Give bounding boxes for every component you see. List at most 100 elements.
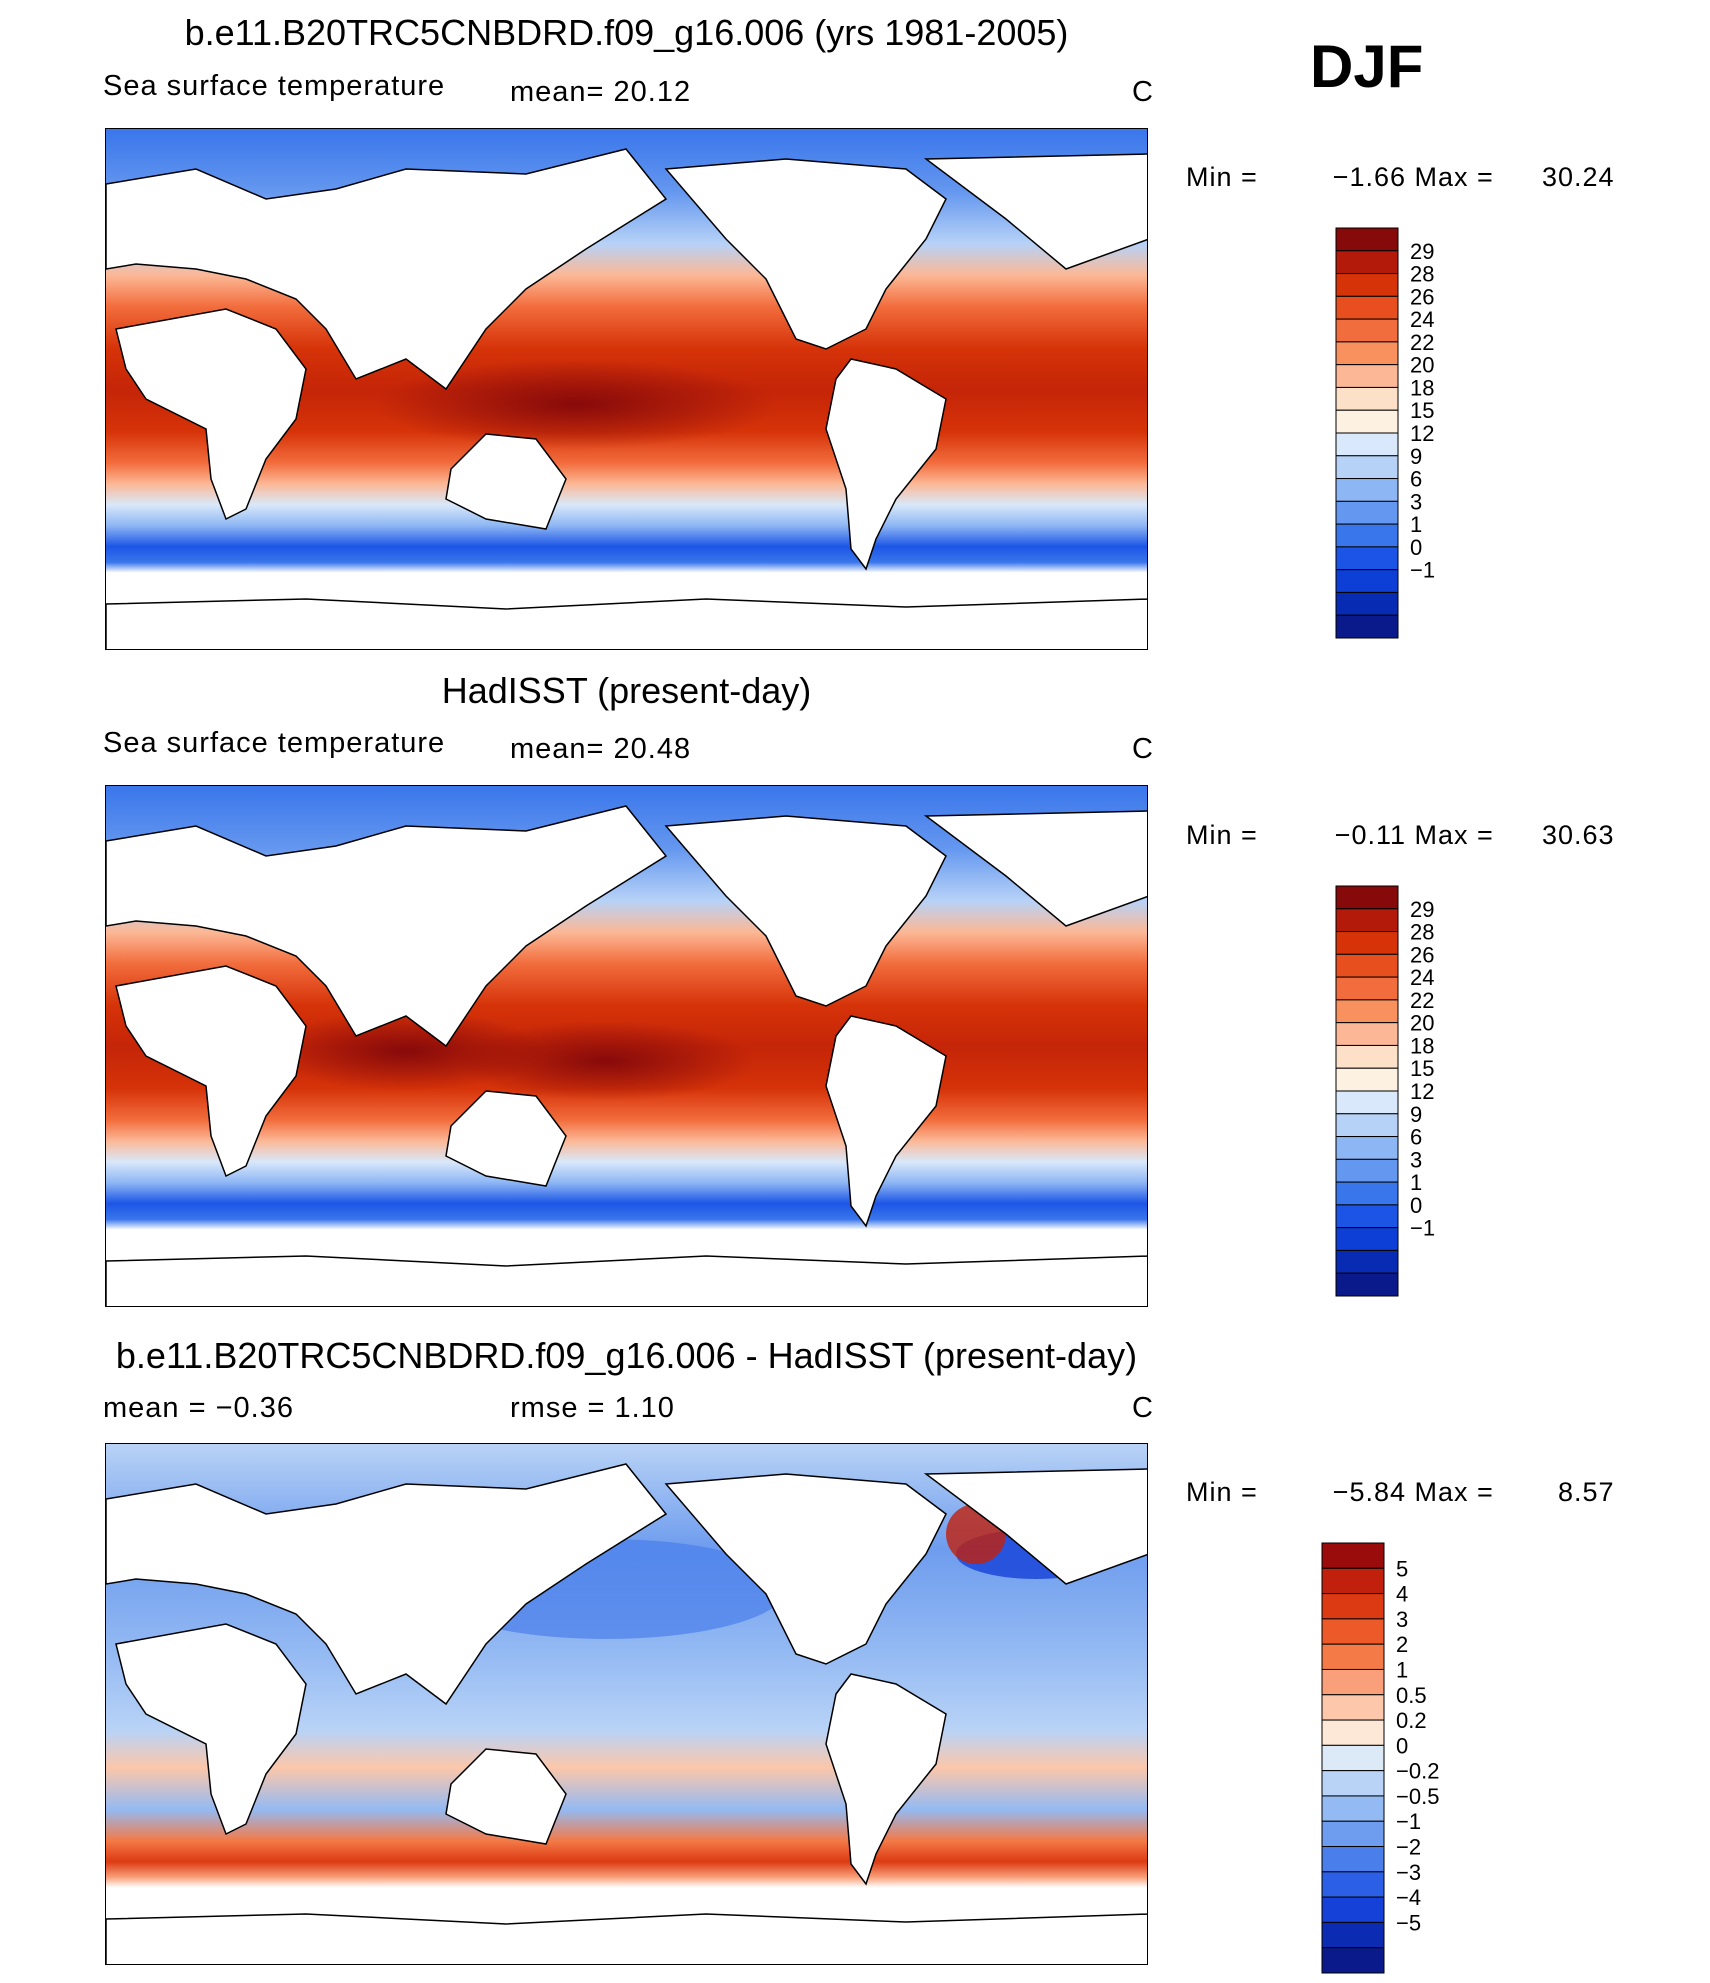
panel-2-colorbar: 29 28 26 24 22 20 18 15 12 9 6 3 1 0 −1: [1335, 885, 1496, 1306]
panel-3-colorbar-tick-label: 1: [1396, 1657, 1408, 1682]
panel-2-min-label: Min =: [1186, 820, 1258, 850]
panel-3-colorbar-tick-label: −5: [1396, 1910, 1421, 1935]
panel-2-colorbar-tick-label: 12: [1410, 1079, 1434, 1104]
panel-3-mean-label: mean = −0.36: [103, 1392, 294, 1424]
panel-1-colorbar-swatch: [1335, 386, 1399, 411]
panel-3-map: [105, 1443, 1148, 1965]
panel-2-variable-label: Sea surface temperature: [103, 727, 446, 759]
panel-2-colorbar-tick-label: 22: [1410, 988, 1434, 1013]
panel-2-colorbar-swatch: [1335, 1158, 1399, 1183]
panel-2-continents: [106, 805, 1147, 1306]
panel-3-colorbar-tick-label: −1: [1396, 1809, 1421, 1834]
panel-2-colorbar-swatch: [1335, 1067, 1399, 1092]
panel-2-colorbar-tick-label: 15: [1410, 1056, 1434, 1081]
panel-3-colorbar-swatch: [1321, 1947, 1385, 1974]
panel-1-colorbar-tick-label: 18: [1410, 375, 1434, 400]
panel-2-map-svg: [106, 786, 1147, 1306]
panel-2-colorbar-swatch: [1335, 1272, 1399, 1297]
panel-3-colorbar-tick-label: 5: [1396, 1556, 1408, 1581]
panel-2-colorbar-swatch: [1335, 1022, 1399, 1046]
panel-1-colorbar-tick-label: 1: [1410, 512, 1422, 537]
panel-3-max-label: Max =: [1414, 1477, 1494, 1507]
panel-2-colorbar-tick-label: 3: [1410, 1147, 1422, 1172]
panel-1-variable-label: Sea surface temperature: [103, 70, 446, 102]
panel-1-warm-pool: [376, 359, 776, 449]
panel-2-colorbar-tick-label: 28: [1410, 920, 1434, 945]
panel-1-min-value: −1.66: [1332, 162, 1406, 192]
panel-1-map: [105, 128, 1148, 650]
panel-3-colorbar-swatch: [1321, 1921, 1385, 1949]
panel-2-colorbar-swatch: [1335, 1136, 1399, 1160]
panel-1-colorbar-tick-label: 22: [1410, 330, 1434, 355]
panel-3-colorbar-tick-label: 0.5: [1396, 1683, 1427, 1708]
panel-2-mean-label: mean= 20.48: [510, 733, 692, 765]
panel-1-colorbar-swatch: [1335, 500, 1399, 525]
panel-3-max-value: 8.57: [1557, 1477, 1615, 1507]
panel-1-title: b.e11.B20TRC5CNBDRD.f09_g16.006 (yrs 198…: [184, 12, 1069, 53]
panel-1-colorbar-swatch: [1335, 523, 1399, 548]
panel-2-title: HadISST (present-day): [441, 670, 812, 711]
panel-1-colorbar-swatch: [1335, 455, 1399, 480]
panel-3-colorbar-tick-label: −2: [1396, 1835, 1421, 1860]
panel-2-colorbar-tick-label: −1: [1410, 1216, 1435, 1241]
panel-3-colorbar-tick-label: −3: [1396, 1860, 1421, 1885]
panel-3-colorbar-swatch: [1321, 1618, 1385, 1645]
panel-2-min-value: −0.11: [1334, 820, 1406, 850]
panel-3-colorbar-swatch: [1321, 1593, 1385, 1620]
panel-1-colorbar-swatch: [1335, 341, 1399, 366]
panel-1-colorbar-swatch: [1335, 227, 1399, 252]
season-label: DJF: [1310, 33, 1424, 100]
panel-2-colorbar-swatch: [1335, 931, 1399, 955]
panel-3-colorbar-swatch: [1321, 1795, 1385, 1822]
panel-2-colorbar-swatch: [1335, 1181, 1399, 1206]
panel-2-colorbar-tick-label: 20: [1410, 1011, 1434, 1036]
panel-1-colorbar-swatch: [1335, 569, 1399, 593]
panel-2-colorbar-swatch: [1335, 1227, 1399, 1251]
panel-2-colorbar-tick-label: 6: [1410, 1125, 1422, 1150]
panel-1-colorbar-tick-label: 0: [1410, 535, 1422, 560]
panel-2-colorbar-swatch: [1335, 1113, 1399, 1138]
panel-3-min-label: Min =: [1186, 1477, 1258, 1507]
panel-3-colorbar-tick-label: 4: [1396, 1582, 1408, 1607]
panel-2-warm-pool-pacific: [456, 1021, 756, 1101]
panel-1-colorbar-tick-label: 6: [1410, 467, 1422, 492]
panel-3-colorbar-swatch: [1321, 1542, 1385, 1569]
panel-2-colorbar-tick-label: 9: [1410, 1102, 1422, 1127]
panel-3-colorbar-swatch: [1321, 1770, 1385, 1797]
panel-3-map-svg: [106, 1444, 1147, 1964]
panel-3-colorbar-tick-label: 0: [1396, 1733, 1408, 1758]
panel-1-colorbar-swatch: [1335, 432, 1399, 457]
panel-1-colorbar-swatch: [1335, 546, 1399, 571]
panel-1-colorbar-tick-label: 9: [1410, 444, 1422, 469]
panel-3-colorbar-tick-label: −0.5: [1396, 1784, 1439, 1809]
panel-2-colorbar-tick-label: 29: [1410, 897, 1434, 922]
panel-2-colorbar-tick-label: 24: [1410, 965, 1434, 990]
panel-1-colorbar-tick-label: 12: [1410, 421, 1434, 446]
panel-1-colorbar-swatch: [1335, 295, 1399, 320]
panel-2-colorbar-swatch: [1335, 1249, 1399, 1274]
panel-2-colorbar-tick-label: 0: [1410, 1193, 1422, 1218]
panel-1-colorbar-swatch: [1335, 591, 1399, 616]
panel-3-title: b.e11.B20TRC5CNBDRD.f09_g16.006 - HadISS…: [115, 1335, 1138, 1376]
panel-1-colorbar-tick-label: 28: [1410, 262, 1434, 287]
panel-1-colorbar: 29 28 26 24 22 20 18 15 12 9 6 3 1 0 −1: [1335, 227, 1496, 648]
panel-3-colorbar-swatch: [1321, 1744, 1385, 1772]
panel-3-colorbar-tick-label: −4: [1396, 1885, 1421, 1910]
panel-2-colorbar-swatch: [1335, 1090, 1399, 1115]
panel-1-continents: [106, 148, 1147, 649]
panel-3-continents: [106, 1463, 1147, 1964]
panel-3-colorbar-swatch: [1321, 1871, 1385, 1898]
panel-3-colorbar-swatch: [1321, 1846, 1385, 1873]
panel-1-colorbar-swatch: [1335, 364, 1399, 388]
panel-2-colorbar-tick-label: 18: [1410, 1033, 1434, 1058]
panel-2-minmax: Min = −0.11 Max = 30.63: [1186, 820, 1615, 851]
panel-1-colorbar-swatch: [1335, 318, 1399, 343]
panel-1-colorbar-swatch: [1335, 614, 1399, 639]
panel-3-min-value: −5.84: [1332, 1477, 1406, 1507]
panel-2-colorbar-tick-label: 26: [1410, 942, 1434, 967]
panel-3-colorbar-swatch: [1321, 1694, 1385, 1721]
panel-1-minmax: Min = −1.66 Max = 30.24: [1186, 162, 1615, 193]
